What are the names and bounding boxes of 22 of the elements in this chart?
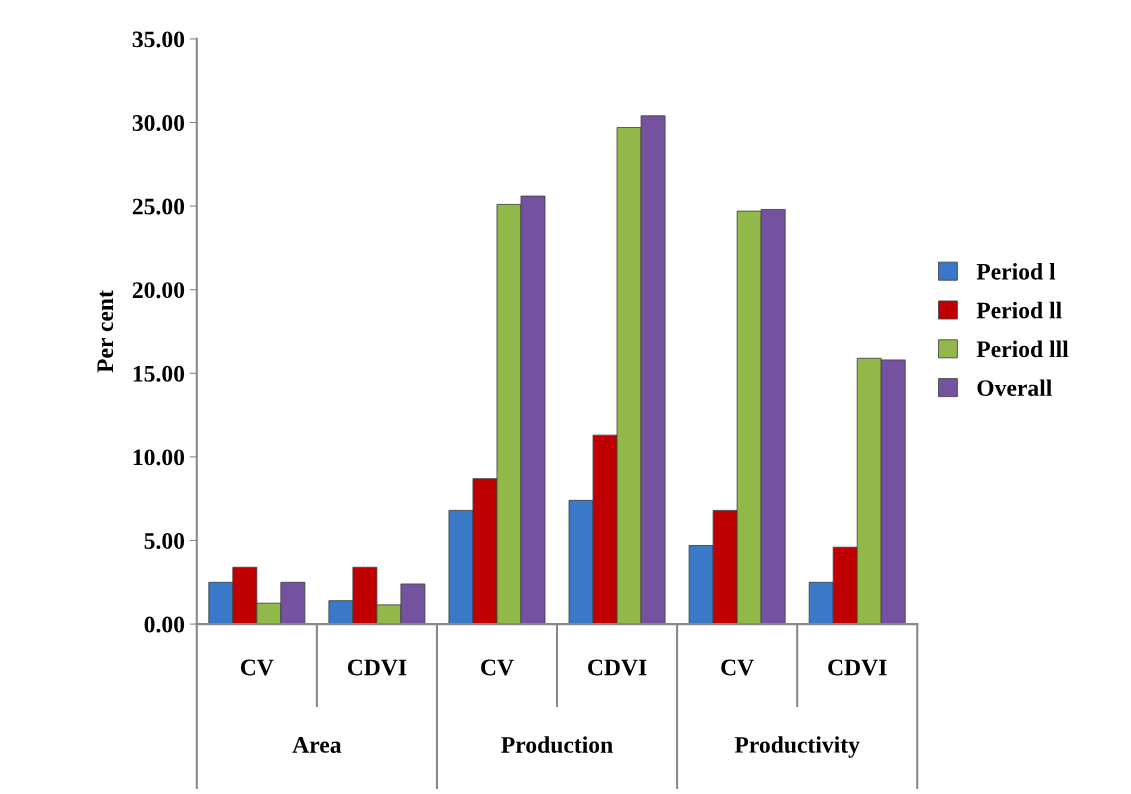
legend-label: Period l bbox=[976, 263, 1056, 280]
legend-label: Period lll bbox=[976, 340, 1069, 358]
x-tick-label: CV bbox=[721, 659, 754, 676]
x-tick-label: CDVI bbox=[347, 659, 407, 676]
x-tick-label: CDVI bbox=[588, 659, 647, 676]
y-tick-label: 5.00 bbox=[144, 532, 185, 550]
text: Area bbox=[292, 737, 342, 753]
legend-label: Period ll bbox=[976, 301, 1062, 319]
y-tick-label: 10.00 bbox=[133, 449, 185, 466]
y-tick-label: 15.00 bbox=[133, 365, 185, 382]
legend-label: Overall bbox=[977, 379, 1052, 397]
text: Production bbox=[501, 736, 613, 753]
y-tick-label: 35.00 bbox=[132, 31, 185, 48]
y-tick-label: 20.00 bbox=[132, 282, 185, 299]
x-tick-label: CDVI bbox=[828, 659, 887, 676]
y-axis-title: Per cent bbox=[97, 290, 114, 373]
y-tick-label: 30.00 bbox=[132, 114, 185, 132]
x-tick-label: CV bbox=[481, 659, 514, 676]
text: Productivity bbox=[734, 736, 860, 758]
x-tick-label: CV bbox=[240, 659, 274, 676]
y-tick-label: 25.00 bbox=[132, 198, 185, 215]
y-tick-label: 0.00 bbox=[144, 616, 185, 633]
